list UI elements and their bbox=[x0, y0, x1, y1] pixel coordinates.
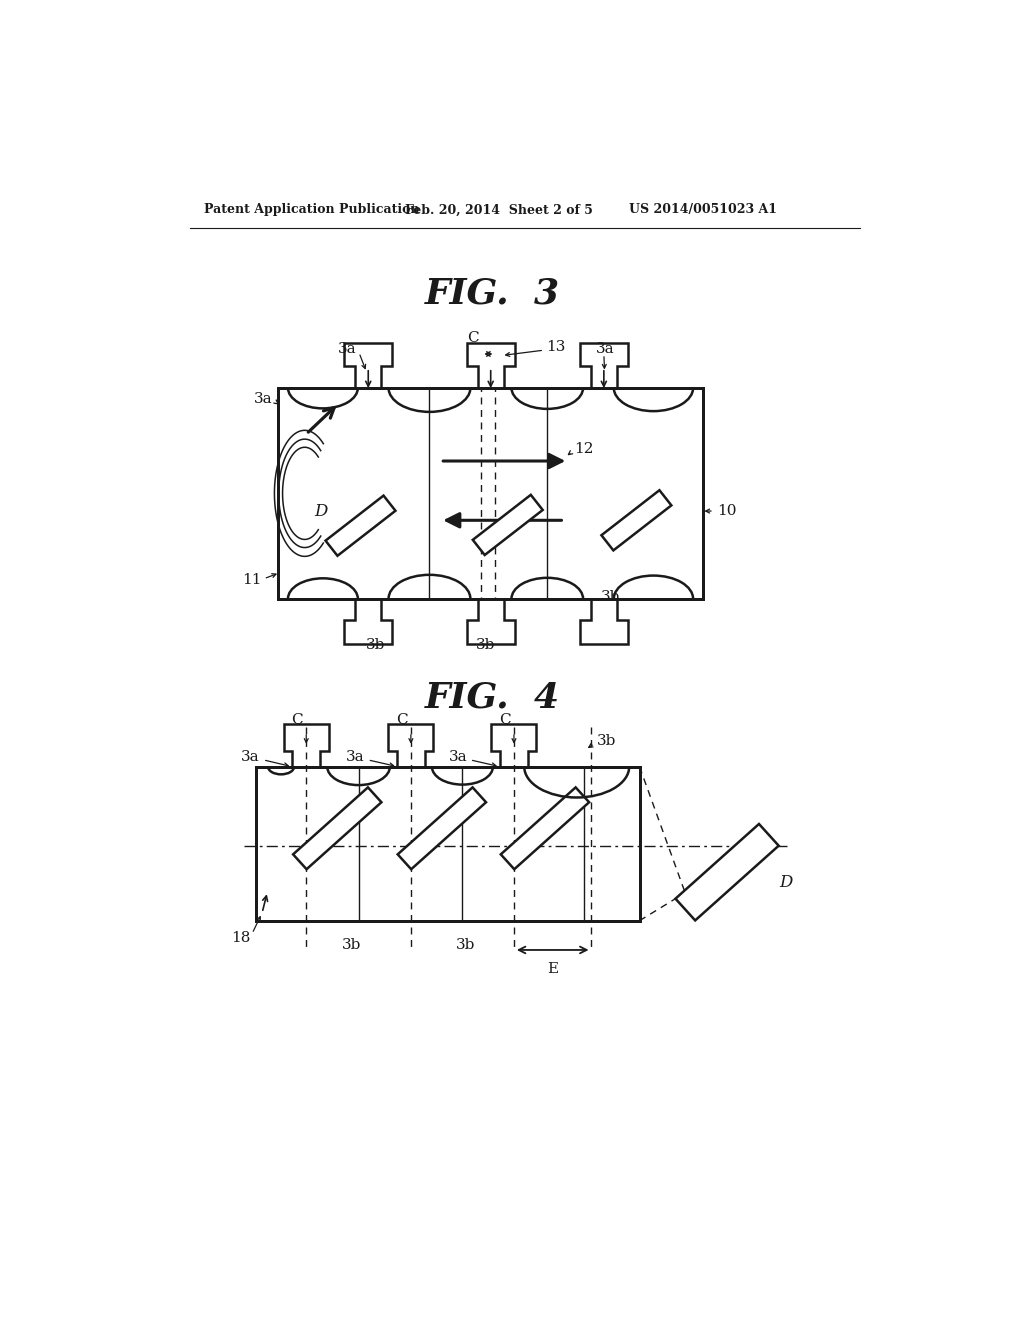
Polygon shape bbox=[284, 725, 329, 767]
Polygon shape bbox=[676, 824, 778, 920]
Text: 3b: 3b bbox=[601, 590, 621, 605]
Polygon shape bbox=[278, 388, 703, 599]
Text: C: C bbox=[395, 713, 408, 726]
Text: 12: 12 bbox=[574, 442, 594, 455]
Polygon shape bbox=[293, 787, 381, 870]
Text: C: C bbox=[499, 713, 510, 726]
Polygon shape bbox=[467, 599, 515, 644]
Text: 3b: 3b bbox=[342, 937, 360, 952]
Text: D: D bbox=[779, 874, 793, 891]
Text: 13: 13 bbox=[547, 341, 566, 354]
Text: Feb. 20, 2014  Sheet 2 of 5: Feb. 20, 2014 Sheet 2 of 5 bbox=[406, 203, 593, 216]
Text: 3a: 3a bbox=[338, 342, 356, 355]
Text: 11: 11 bbox=[242, 573, 261, 587]
Text: 3b: 3b bbox=[597, 734, 616, 748]
Polygon shape bbox=[467, 343, 515, 388]
Text: 18: 18 bbox=[231, 931, 251, 945]
Polygon shape bbox=[580, 343, 628, 388]
Text: Patent Application Publication: Patent Application Publication bbox=[204, 203, 420, 216]
Text: E: E bbox=[547, 961, 558, 975]
Text: 3a: 3a bbox=[254, 392, 272, 405]
Text: 10: 10 bbox=[717, 504, 736, 517]
Text: D: D bbox=[314, 503, 328, 520]
Polygon shape bbox=[501, 787, 589, 870]
Polygon shape bbox=[601, 490, 672, 550]
Text: 3a: 3a bbox=[346, 751, 365, 764]
Text: FIG.  4: FIG. 4 bbox=[425, 680, 560, 714]
Polygon shape bbox=[492, 725, 537, 767]
Polygon shape bbox=[326, 495, 395, 556]
Text: US 2014/0051023 A1: US 2014/0051023 A1 bbox=[629, 203, 776, 216]
Polygon shape bbox=[580, 599, 628, 644]
Text: 3b: 3b bbox=[456, 937, 475, 952]
Text: 3b: 3b bbox=[476, 638, 496, 652]
Text: 3a: 3a bbox=[596, 342, 614, 356]
Polygon shape bbox=[397, 787, 486, 870]
Polygon shape bbox=[388, 725, 433, 767]
Text: 3a: 3a bbox=[449, 751, 467, 764]
Text: 3a: 3a bbox=[241, 751, 260, 764]
Text: 3b: 3b bbox=[367, 638, 386, 652]
Polygon shape bbox=[256, 767, 640, 921]
Polygon shape bbox=[473, 495, 543, 554]
Text: C: C bbox=[291, 713, 303, 726]
Polygon shape bbox=[344, 343, 392, 388]
Text: FIG.  3: FIG. 3 bbox=[425, 276, 560, 310]
Text: C: C bbox=[467, 331, 478, 345]
Polygon shape bbox=[344, 599, 392, 644]
